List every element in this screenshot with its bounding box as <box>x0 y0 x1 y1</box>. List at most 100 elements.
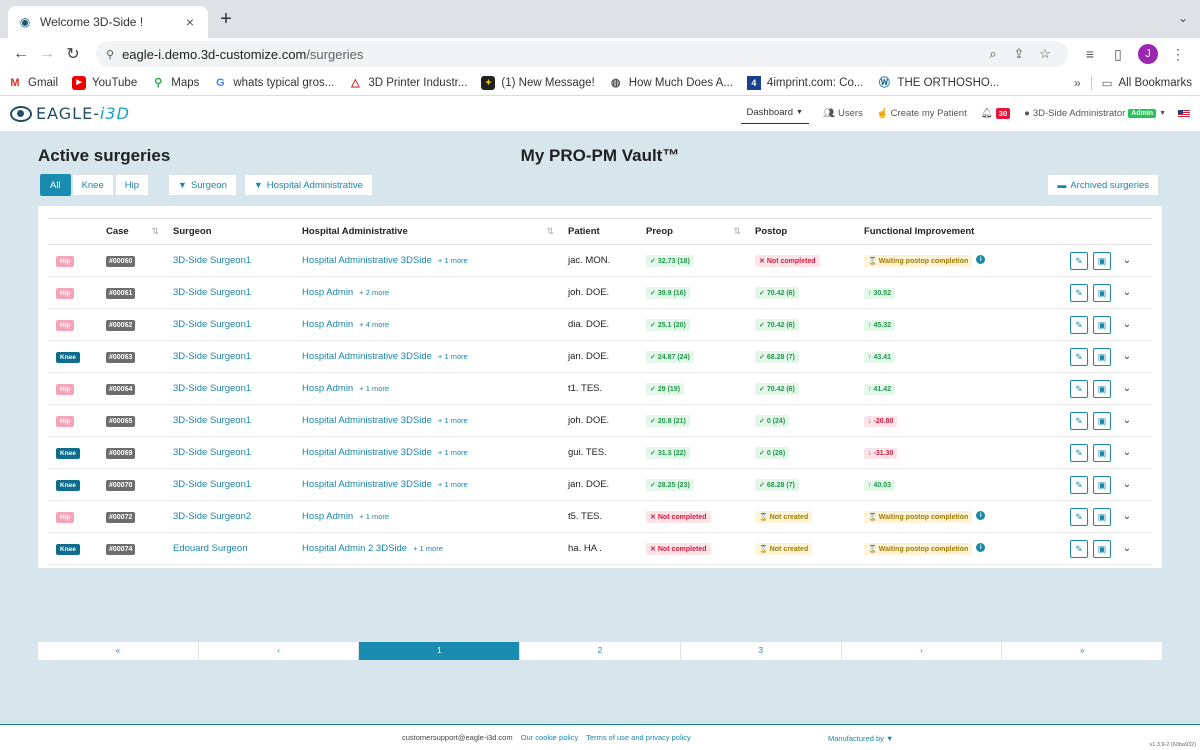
chevron-down-icon[interactable]: ⌄ <box>1122 319 1132 330</box>
page-button[interactable]: 1 <box>359 642 521 660</box>
bookmark-printer[interactable]: △ 3D Printer Industr... <box>348 76 467 90</box>
hospital-link[interactable]: Hosp Admin <box>302 383 354 394</box>
surgeon-link[interactable]: 3D-Side Surgeon1 <box>173 447 252 458</box>
images-icon[interactable]: ▣ <box>1093 539 1111 558</box>
surgeon-link[interactable]: Edouard Surgeon <box>173 543 248 554</box>
sort-icon[interactable]: ⇅ <box>733 226 741 236</box>
info-icon[interactable]: i <box>976 511 986 521</box>
cookie-policy-link[interactable]: Our cookie policy <box>520 733 579 742</box>
table-row[interactable]: Hip #00065 3D-Side Surgeon1 Hospital Admini… <box>48 404 1152 437</box>
chevron-down-icon[interactable]: ⌄ <box>1122 255 1132 266</box>
edit-icon[interactable]: ✎ <box>1070 443 1088 462</box>
hospital-link[interactable]: Hospital Administrative 3DSide <box>302 255 432 266</box>
page-button[interactable]: ‹ <box>199 642 360 660</box>
page-button[interactable]: » <box>1079 646 1085 655</box>
surgeon-link[interactable]: 3D-Side Surgeon1 <box>173 383 252 394</box>
more-hospitals-link[interactable]: + 1 more <box>359 384 390 393</box>
share-icon[interactable]: ⇪ <box>1013 46 1025 61</box>
edit-icon[interactable]: ✎ <box>1070 347 1088 366</box>
eagle-logo[interactable]: EAGLE-i3D <box>10 104 130 123</box>
sort-icon[interactable]: ⇅ <box>151 226 159 236</box>
chevron-down-icon[interactable]: ⌄ <box>1122 383 1132 394</box>
images-icon[interactable]: ▣ <box>1093 475 1111 494</box>
archived-surgeries-button[interactable]: ▬ Archived surgeries <box>1047 174 1159 196</box>
images-icon[interactable]: ▣ <box>1093 379 1111 398</box>
table-row[interactable]: Hip #00060 3D-Side Surgeon1 Hospital Admini… <box>48 244 1152 277</box>
forward-arrow-icon[interactable]: → <box>39 45 55 62</box>
filter-hip-button[interactable]: Hip <box>114 174 150 196</box>
filter-knee-button[interactable]: Knee <box>71 174 114 196</box>
more-hospitals-link[interactable]: + 2 more <box>359 288 390 297</box>
more-hospitals-link[interactable]: + 4 more <box>359 320 390 329</box>
images-icon[interactable]: ▣ <box>1093 315 1111 334</box>
bookmark-youtube[interactable]: ▶ YouTube <box>72 75 137 90</box>
edit-icon[interactable]: ✎ <box>1070 507 1088 526</box>
page-button[interactable]: 3 <box>681 642 842 660</box>
more-hospitals-link[interactable]: + 1 more <box>359 512 390 521</box>
address-bar[interactable]: ⚲ eagle-i.demo.3d-customize.com/surgerie… <box>96 41 1068 67</box>
surgeon-link[interactable]: 3D-Side Surgeon1 <box>173 479 252 490</box>
preop-column-header[interactable]: Preop ⇅ <box>638 218 747 245</box>
table-row[interactable]: Hip #00072 3D-Side Surgeon2 Hosp Admin + 1 m… <box>48 500 1152 533</box>
terms-link[interactable]: Terms of use and privacy policy <box>586 733 691 742</box>
more-hospitals-link[interactable]: + 1 more <box>437 416 468 425</box>
tab-search-chevron-icon[interactable]: ⌄ <box>1177 11 1188 25</box>
sort-icon[interactable]: ⇅ <box>546 226 554 236</box>
url-text[interactable]: eagle-i.demo.3d-customize.com/surgeries <box>122 47 980 62</box>
info-icon[interactable]: i <box>976 543 986 553</box>
edit-icon[interactable]: ✎ <box>1070 475 1088 494</box>
chevron-down-icon[interactable]: ⌄ <box>1122 415 1132 426</box>
edit-icon[interactable]: ✎ <box>1070 411 1088 430</box>
more-hospitals-link[interactable]: + 1 more <box>413 544 443 553</box>
profile-avatar[interactable]: J <box>1138 44 1158 64</box>
hospital-column-header[interactable]: Hospital Administrative ⇅ <box>294 218 560 245</box>
nav-account[interactable]: ● 3D-Side Administrator Admin ▼ <box>1024 108 1166 119</box>
case-column-header[interactable]: Case ⇅ <box>98 218 165 245</box>
chevron-down-icon[interactable]: ⌄ <box>1122 351 1132 362</box>
bookmark-wordpress[interactable]: Ⓦ THE ORTHOSHO... <box>877 76 1000 90</box>
reload-icon[interactable]: ↻ <box>66 46 80 63</box>
surgeon-link[interactable]: 3D-Side Surgeon1 <box>173 351 252 362</box>
hospital-link[interactable]: Hosp Admin <box>302 319 354 330</box>
chevron-down-icon[interactable]: ⌄ <box>1122 479 1132 490</box>
surgeon-link[interactable]: 3D-Side Surgeon1 <box>173 255 252 266</box>
zoom-icon[interactable]: ⌕ <box>989 46 997 61</box>
hospital-link[interactable]: Hospital Administrative 3DSide <box>302 447 432 458</box>
nav-dashboard[interactable]: Dashboard ▼ <box>740 103 809 124</box>
surgeon-link[interactable]: 3D-Side Surgeon1 <box>173 319 252 330</box>
more-bookmarks-icon[interactable]: » <box>1073 75 1081 90</box>
chevron-down-icon[interactable]: ⌄ <box>1122 543 1132 554</box>
hospital-link[interactable]: Hospital Admin 2 3DSide <box>302 543 408 554</box>
surgeon-link[interactable]: 3D-Side Surgeon1 <box>173 287 252 298</box>
more-hospitals-link[interactable]: + 1 more <box>437 448 468 457</box>
manufactured-by[interactable]: Manufactured by ▼ <box>828 734 893 743</box>
chevron-down-icon[interactable]: ⌄ <box>1122 447 1132 458</box>
more-hospitals-link[interactable]: + 1 more <box>437 256 468 265</box>
table-row[interactable]: Knee #00074 Edouard Surgeon Hospital Admin … <box>48 532 1152 565</box>
us-flag-icon[interactable] <box>1178 109 1190 118</box>
bookmark-4imprint[interactable]: 4 4imprint.com: Co... <box>746 75 863 90</box>
table-row[interactable]: Knee #00070 3D-Side Surgeon1 Hospital Admin… <box>48 468 1152 501</box>
edit-icon[interactable]: ✎ <box>1070 283 1088 302</box>
table-row[interactable]: Knee #00063 3D-Side Surgeon1 Hospital Admin… <box>48 340 1152 373</box>
hospital-link[interactable]: Hospital Administrative 3DSide <box>302 351 432 362</box>
chevron-down-icon[interactable]: ⌄ <box>1122 287 1132 298</box>
side-panel-icon[interactable]: ▯ <box>1114 45 1122 62</box>
edit-icon[interactable]: ✎ <box>1070 539 1088 558</box>
bookmark-maps[interactable]: ⚲ Maps <box>151 76 199 90</box>
page-button[interactable]: 2 <box>520 642 681 660</box>
table-row[interactable]: Hip #00064 3D-Side Surgeon1 Hosp Admin + 1 m… <box>48 372 1152 405</box>
bookmark-star-icon[interactable]: ☆ <box>1039 46 1051 61</box>
filter-all-button[interactable]: All <box>40 174 71 196</box>
reading-list-icon[interactable]: ≡ <box>1085 46 1095 62</box>
hospital-link[interactable]: Hospital Administrative 3DSide <box>302 415 432 426</box>
table-row[interactable]: Hip #00062 3D-Side Surgeon1 Hosp Admin + 4 m… <box>48 308 1152 341</box>
back-arrow-icon[interactable]: ← <box>13 45 29 62</box>
edit-icon[interactable]: ✎ <box>1070 379 1088 398</box>
images-icon[interactable]: ▣ <box>1093 411 1111 430</box>
edit-icon[interactable]: ✎ <box>1070 315 1088 334</box>
nav-create-patient[interactable]: ☝ Create my Patient <box>877 108 967 119</box>
filter-hospital-button[interactable]: ▼ Hospital Administrative <box>243 174 373 196</box>
more-hospitals-link[interactable]: + 1 more <box>437 352 468 361</box>
